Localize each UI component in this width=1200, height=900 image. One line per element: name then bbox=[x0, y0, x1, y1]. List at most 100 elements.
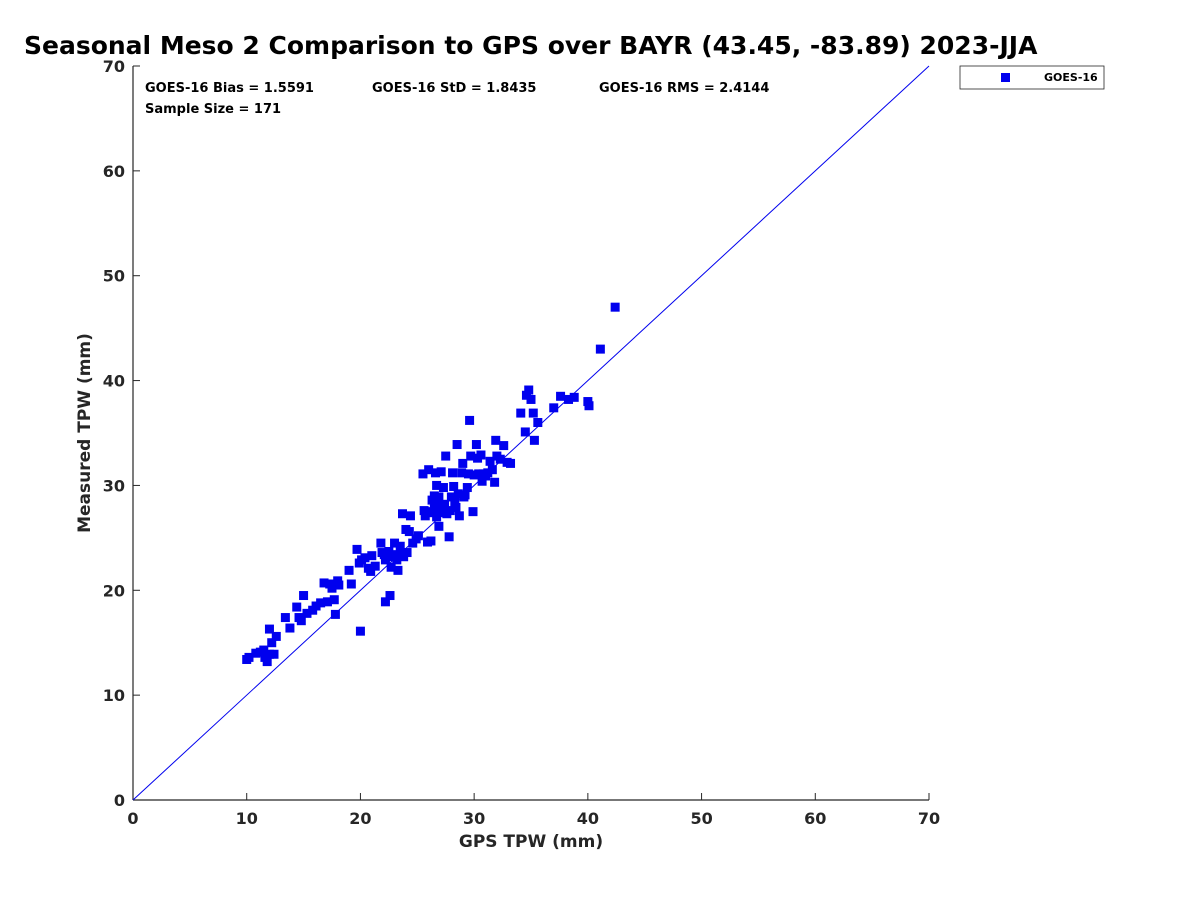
data-point bbox=[528, 408, 538, 418]
data-point bbox=[446, 492, 456, 502]
y-axis-label: Measured TPW (mm) bbox=[75, 333, 95, 533]
y-tick-label: 10 bbox=[103, 686, 125, 705]
data-point bbox=[404, 527, 414, 537]
data-point bbox=[449, 481, 459, 491]
data-point bbox=[360, 553, 370, 563]
x-tick-label: 60 bbox=[804, 809, 826, 828]
data-point bbox=[483, 468, 493, 478]
data-point bbox=[413, 531, 423, 541]
data-point bbox=[453, 489, 463, 499]
data-point bbox=[448, 468, 458, 478]
data-point bbox=[424, 465, 434, 475]
data-point bbox=[259, 645, 269, 655]
y-tick-label: 40 bbox=[103, 372, 125, 391]
data-point bbox=[471, 440, 481, 450]
data-point bbox=[569, 392, 579, 402]
data-point bbox=[452, 440, 462, 450]
x-tick-label: 50 bbox=[690, 809, 712, 828]
data-point bbox=[451, 502, 461, 512]
data-point bbox=[434, 492, 444, 502]
data-point bbox=[385, 591, 395, 601]
x-tick-label: 10 bbox=[236, 809, 258, 828]
data-point bbox=[391, 550, 401, 560]
data-point bbox=[370, 561, 380, 571]
legend-label: GOES-16 bbox=[1044, 71, 1098, 84]
x-tick-label: 20 bbox=[349, 809, 371, 828]
data-point bbox=[432, 480, 442, 490]
data-point bbox=[529, 435, 539, 445]
data-point bbox=[344, 565, 354, 575]
data-point bbox=[419, 506, 429, 516]
x-axis-label: GPS TPW (mm) bbox=[459, 832, 603, 852]
annotation-bias: GOES-16 Bias = 1.5591 bbox=[145, 81, 314, 96]
data-point bbox=[490, 477, 500, 487]
data-point bbox=[495, 454, 505, 464]
data-point bbox=[426, 536, 436, 546]
data-point bbox=[316, 598, 326, 608]
y-tick-label: 70 bbox=[103, 57, 125, 76]
data-point bbox=[296, 616, 306, 626]
data-point bbox=[485, 456, 495, 466]
data-point bbox=[476, 450, 486, 460]
data-point bbox=[398, 509, 408, 519]
x-tick-label: 0 bbox=[127, 809, 138, 828]
data-point bbox=[251, 648, 261, 658]
data-point bbox=[549, 403, 559, 413]
data-point bbox=[390, 538, 400, 548]
data-point bbox=[506, 458, 516, 468]
data-point bbox=[466, 451, 476, 461]
data-point bbox=[395, 541, 405, 551]
data-point bbox=[271, 631, 281, 641]
data-point bbox=[458, 458, 468, 468]
data-point bbox=[465, 415, 475, 425]
data-point bbox=[420, 511, 430, 521]
data-point bbox=[460, 490, 470, 500]
one-to-one-reference-line bbox=[132, 65, 930, 801]
data-point bbox=[444, 532, 454, 542]
x-tick-label: 30 bbox=[463, 809, 485, 828]
x-tick-label: 40 bbox=[577, 809, 599, 828]
data-point bbox=[322, 597, 332, 607]
data-point bbox=[393, 565, 403, 575]
data-point bbox=[441, 451, 451, 461]
data-point bbox=[319, 578, 329, 588]
data-point bbox=[334, 580, 344, 590]
scatter-points bbox=[242, 302, 620, 667]
data-point bbox=[285, 623, 295, 633]
data-point bbox=[474, 469, 484, 479]
legend-box bbox=[959, 65, 1105, 90]
data-point bbox=[487, 465, 497, 475]
chart-title: Seasonal Meso 2 Comparison to GPS over B… bbox=[24, 31, 1038, 60]
data-point bbox=[533, 418, 543, 428]
data-point bbox=[526, 394, 536, 404]
data-point bbox=[564, 394, 574, 404]
data-point bbox=[584, 401, 594, 411]
y-axis-ticks: 0 10 20 30 40 50 60 70 bbox=[103, 57, 140, 810]
data-point bbox=[402, 548, 412, 558]
data-point bbox=[327, 583, 337, 593]
x-tick-label: 70 bbox=[918, 809, 940, 828]
data-point bbox=[516, 408, 526, 418]
data-point bbox=[311, 601, 321, 611]
legend-marker bbox=[1001, 73, 1010, 82]
data-point bbox=[477, 476, 487, 486]
y-tick-label: 20 bbox=[103, 581, 125, 600]
legend: GOES-16 bbox=[959, 65, 1105, 90]
data-point bbox=[436, 467, 446, 477]
data-point bbox=[346, 579, 356, 589]
data-point bbox=[329, 595, 339, 605]
data-point bbox=[379, 550, 389, 560]
data-point bbox=[457, 468, 467, 478]
data-point bbox=[352, 544, 362, 554]
data-point bbox=[386, 562, 396, 572]
annotation-sample-size: Sample Size = 171 bbox=[145, 102, 281, 117]
x-axis-ticks: 0 10 20 30 40 50 60 70 bbox=[127, 793, 940, 828]
data-point bbox=[430, 468, 440, 478]
data-point bbox=[355, 626, 365, 636]
data-point bbox=[429, 491, 439, 501]
data-point bbox=[469, 470, 479, 480]
data-point bbox=[280, 613, 290, 623]
data-point bbox=[380, 555, 390, 565]
